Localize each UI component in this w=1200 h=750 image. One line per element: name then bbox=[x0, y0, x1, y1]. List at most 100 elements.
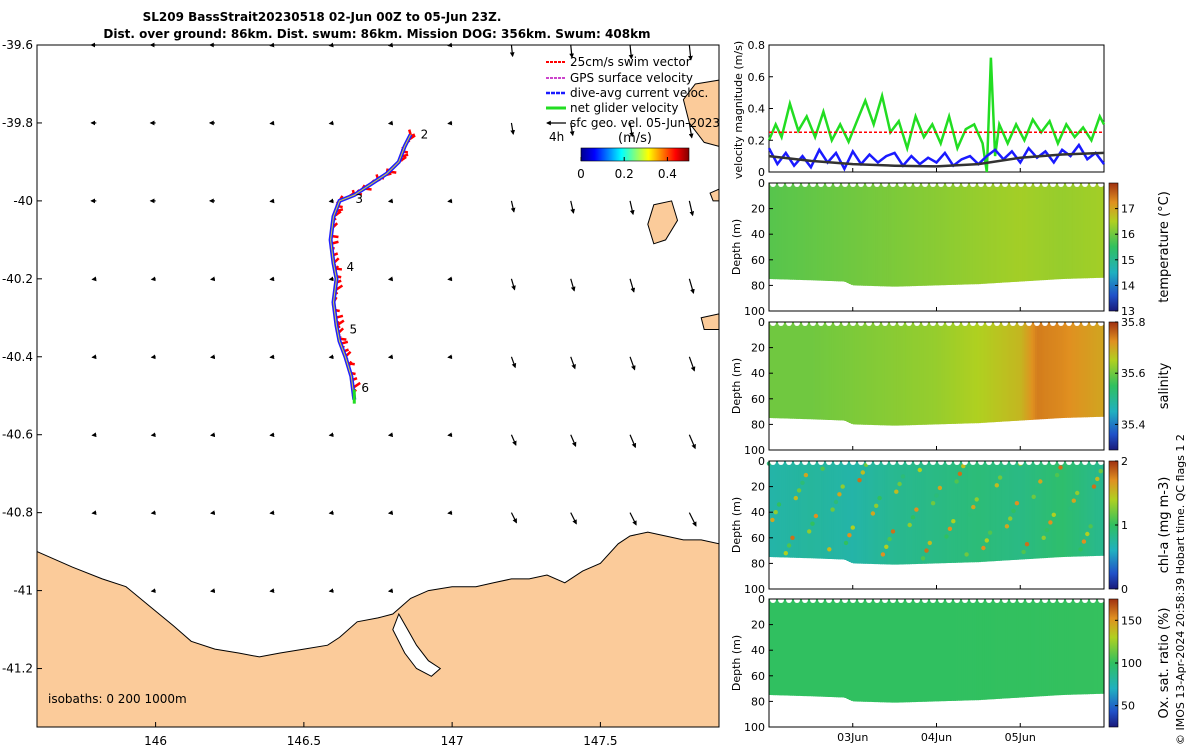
colorbar-tick-label: 13 bbox=[1121, 305, 1135, 318]
section-column bbox=[829, 183, 833, 281]
section-column bbox=[900, 599, 904, 703]
current-vector bbox=[447, 432, 453, 438]
section-column bbox=[810, 322, 814, 420]
profile-top-marker bbox=[1034, 181, 1040, 187]
section-column bbox=[1099, 599, 1103, 694]
profile-top-marker bbox=[994, 597, 1000, 603]
chl-sample bbox=[803, 472, 809, 478]
section-column bbox=[859, 461, 862, 564]
section-column bbox=[990, 183, 994, 284]
glider-path bbox=[330, 134, 412, 400]
section-column bbox=[1024, 322, 1028, 421]
section-column bbox=[894, 183, 898, 287]
section-column bbox=[877, 599, 881, 703]
profile-top-marker bbox=[882, 320, 888, 326]
section-column bbox=[909, 599, 912, 703]
profile-top-marker bbox=[1018, 181, 1024, 187]
section-column bbox=[1097, 461, 1101, 556]
section-column bbox=[856, 183, 860, 286]
day-marker-label: 2 bbox=[421, 128, 429, 142]
section-column bbox=[903, 461, 906, 565]
section-column bbox=[796, 322, 799, 419]
depth-tick-label: 80 bbox=[751, 695, 765, 708]
section-column bbox=[919, 183, 923, 286]
chl-sample bbox=[874, 503, 879, 508]
colorbar-tick-label: 150 bbox=[1121, 614, 1142, 627]
section-column bbox=[771, 183, 774, 280]
section-column bbox=[953, 322, 956, 424]
depth-tick-label: 40 bbox=[751, 367, 765, 380]
depth-tick-label: 100 bbox=[744, 721, 765, 734]
section-column bbox=[882, 183, 885, 287]
section-column bbox=[1043, 322, 1046, 420]
profile-top-marker bbox=[994, 459, 1000, 465]
section-column bbox=[779, 461, 783, 558]
section-column bbox=[769, 322, 772, 418]
section-column bbox=[1014, 183, 1017, 282]
section-column bbox=[1045, 599, 1049, 696]
section-column bbox=[1009, 599, 1013, 699]
chl-sample bbox=[1058, 465, 1063, 470]
section-column bbox=[840, 183, 843, 282]
map-y-tick-label: -40.4 bbox=[2, 350, 33, 364]
profile-top-marker bbox=[818, 181, 824, 187]
profile-top-marker bbox=[1066, 320, 1072, 326]
section-column bbox=[848, 599, 852, 700]
section-column bbox=[1049, 183, 1053, 280]
section-column bbox=[951, 322, 954, 424]
current-vector bbox=[688, 512, 697, 527]
chl-sample bbox=[860, 470, 865, 475]
section-column bbox=[1043, 183, 1046, 281]
profile-top-marker bbox=[962, 459, 968, 465]
profile-top-marker bbox=[986, 459, 992, 465]
profile-top-marker bbox=[1002, 597, 1008, 603]
section-column bbox=[869, 461, 873, 564]
section-column bbox=[942, 599, 946, 702]
section-column bbox=[951, 461, 954, 563]
section-column bbox=[773, 461, 776, 558]
profile-top-marker bbox=[906, 320, 912, 326]
velocity-plot-area bbox=[768, 44, 1105, 173]
profile-top-marker bbox=[834, 320, 840, 326]
profile-top-marker bbox=[794, 459, 800, 465]
section-column bbox=[802, 599, 806, 697]
section-column bbox=[1041, 183, 1044, 281]
section-column bbox=[823, 461, 827, 559]
section-column bbox=[913, 461, 917, 565]
section-column bbox=[833, 599, 837, 698]
section-column bbox=[921, 322, 925, 425]
section-column bbox=[1091, 461, 1095, 557]
colorbar-label: chl-a (mg m-3) bbox=[1157, 477, 1172, 574]
section-column bbox=[997, 322, 1000, 422]
section-column bbox=[1085, 599, 1088, 695]
profile-top-marker bbox=[1074, 320, 1080, 326]
section-column bbox=[974, 183, 977, 285]
velocity-y-label: velocity magnitude (m/s) bbox=[732, 41, 745, 179]
chl-sample bbox=[796, 488, 802, 493]
section-column bbox=[819, 461, 822, 559]
section-column bbox=[955, 183, 958, 285]
profile-top-marker bbox=[954, 181, 960, 187]
profile-top-marker bbox=[850, 459, 856, 465]
section-column bbox=[781, 183, 785, 280]
section-column bbox=[787, 183, 791, 280]
section-column bbox=[938, 461, 942, 564]
chl-sample bbox=[1075, 490, 1080, 496]
section-column bbox=[896, 599, 900, 703]
chl-sample bbox=[793, 495, 798, 501]
chl-sample bbox=[994, 483, 999, 488]
section-column bbox=[1051, 599, 1055, 696]
section-column bbox=[1026, 599, 1030, 698]
chl-sample bbox=[884, 544, 889, 549]
section-column bbox=[852, 599, 856, 702]
section-column bbox=[1066, 183, 1069, 279]
chl-sample bbox=[1038, 479, 1043, 484]
profile-top-marker bbox=[1002, 181, 1008, 187]
current-vector bbox=[628, 44, 634, 60]
section-column bbox=[951, 183, 954, 285]
section-column bbox=[865, 461, 868, 564]
current-vector bbox=[210, 588, 216, 593]
current-vector bbox=[629, 278, 636, 293]
velocity-line-sfc-geo bbox=[768, 151, 1105, 168]
section-column bbox=[880, 183, 883, 287]
